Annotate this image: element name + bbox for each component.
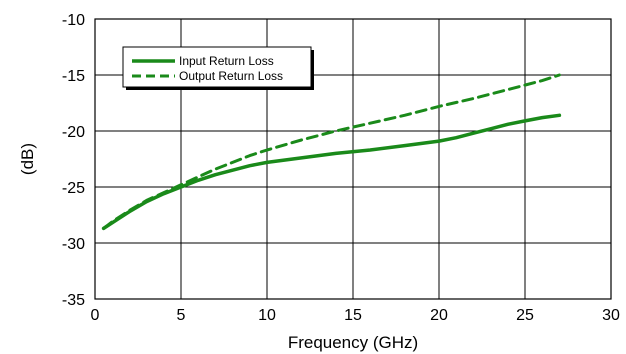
y-tick-label: -15 bbox=[62, 68, 85, 85]
x-tick-label: 30 bbox=[602, 307, 620, 324]
x-tick-label: 0 bbox=[91, 307, 100, 324]
x-tick-label: 5 bbox=[177, 307, 186, 324]
x-tick-label: 20 bbox=[430, 307, 448, 324]
x-tick-labels: 0 5 10 15 20 25 30 bbox=[91, 307, 620, 324]
x-tick-label: 10 bbox=[258, 307, 276, 324]
y-tick-label: -25 bbox=[62, 180, 85, 197]
y-axis-label: (dB) bbox=[18, 143, 37, 175]
legend: Input Return Loss Output Return Loss bbox=[122, 46, 314, 90]
y-tick-label: -30 bbox=[62, 236, 85, 253]
legend-label-output: Output Return Loss bbox=[179, 69, 283, 83]
series-layer bbox=[101, 73, 562, 231]
x-tick-label: 25 bbox=[516, 307, 534, 324]
legend-box bbox=[122, 46, 312, 88]
y-tick-label: -20 bbox=[62, 124, 85, 141]
y-tick-label: -10 bbox=[62, 12, 85, 29]
legend-label-input: Input Return Loss bbox=[179, 54, 274, 68]
x-tick-label: 15 bbox=[344, 307, 362, 324]
plot-frame bbox=[94, 18, 612, 300]
y-tick-label: -35 bbox=[62, 292, 85, 309]
y-tick-labels: -35 -30 -25 -20 -15 -10 bbox=[62, 12, 85, 309]
x-axis-label: Frequency (GHz) bbox=[288, 333, 418, 352]
series-line-output-return-loss bbox=[102, 73, 561, 230]
